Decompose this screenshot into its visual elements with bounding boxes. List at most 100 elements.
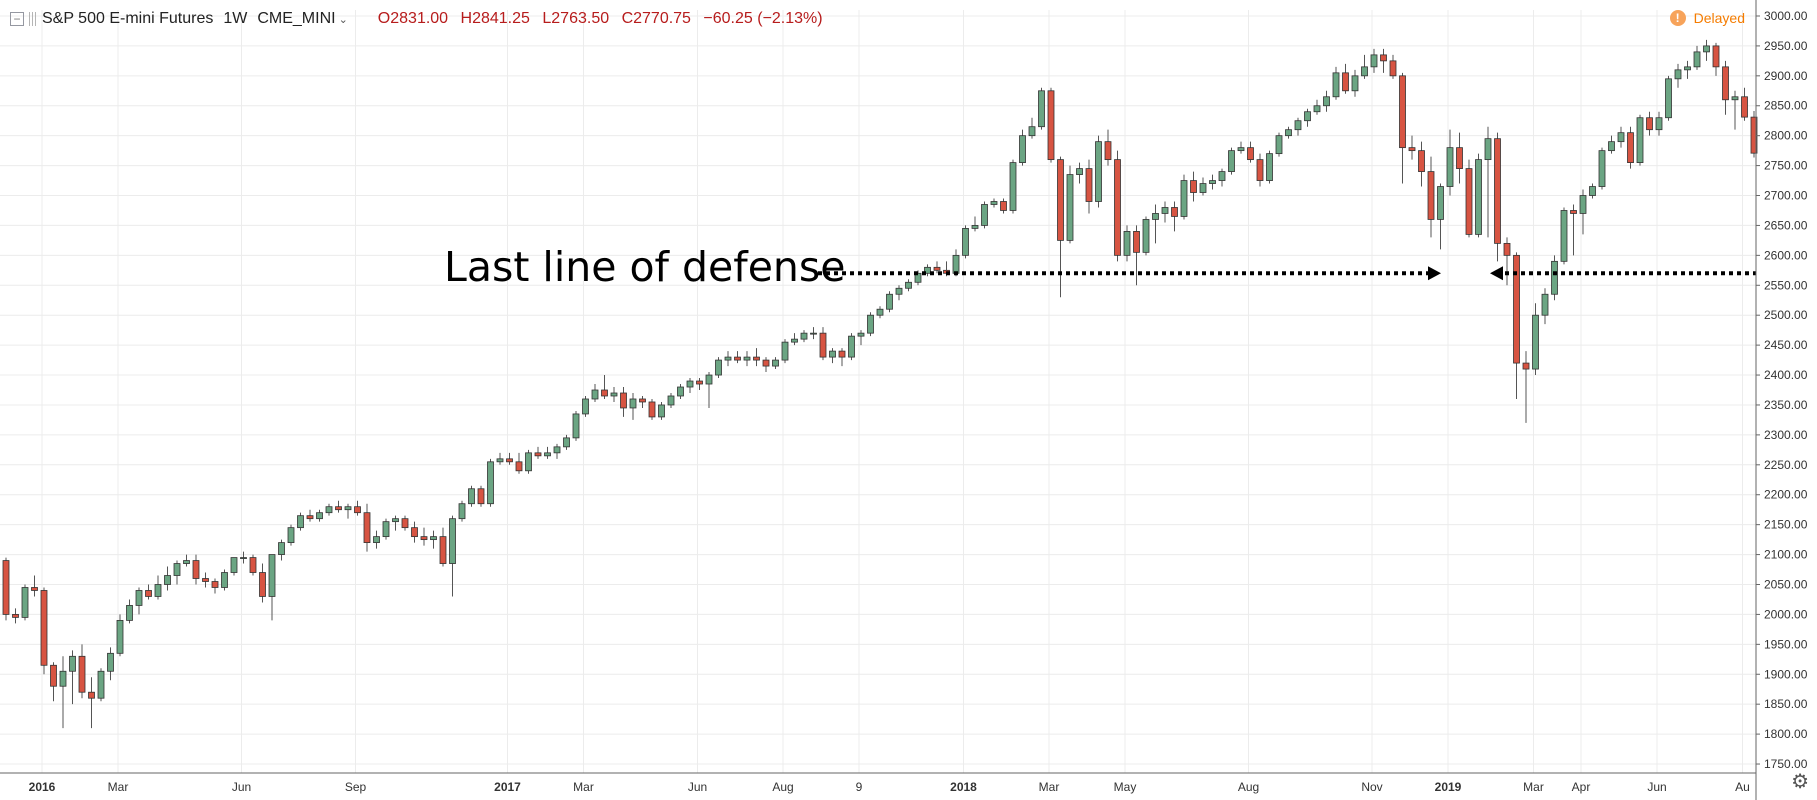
candle-body [867,314,874,334]
candle [1475,153,1482,238]
candle [1380,48,1387,73]
candle-body [1389,60,1397,77]
candle [800,330,808,343]
candle-body [1456,147,1463,169]
candle [1190,171,1197,202]
candle [838,348,846,367]
candle-body [240,557,247,559]
candle [1532,303,1539,376]
gear-icon[interactable]: ⚙ [1791,771,1809,793]
symbol-name[interactable]: S&P 500 E-mini Futures [42,10,214,27]
price-axis-labels[interactable]: 1750.00 1800.00 1850.00 1900.00 1950.00 2000.… [1756,9,1808,771]
candle [1560,207,1568,265]
interval-label[interactable]: 1W [223,10,248,27]
candle-body [1731,96,1739,101]
candle [629,392,637,420]
candle [658,401,665,420]
time-tick-label: May [1114,780,1137,794]
candle-body [667,395,675,406]
candle [734,351,741,364]
price-tick-label: 2250.00 [1764,458,1808,472]
candle-body [1380,54,1387,62]
candle [1513,252,1520,399]
change-value: −60.25 (−2.13%) [703,10,823,27]
high-value: H2841.25 [460,10,530,27]
candle-body [88,691,95,699]
candle-body [591,389,599,400]
candle [1665,75,1672,121]
candle [1332,66,1340,100]
candle-body [1351,75,1359,92]
candle-body [819,332,827,358]
candle [677,384,684,399]
candle-body [202,578,209,582]
candle [1019,129,1026,166]
candle-body [629,398,637,409]
candle-body [610,392,618,397]
delayed-indicator[interactable]: ! Delayed [1669,10,1745,26]
candle-body [1095,141,1102,202]
candle-body [724,356,732,361]
candle [88,677,95,729]
price-tick-label: 2500.00 [1764,308,1808,322]
candle-body [249,557,257,573]
candle-body [658,404,665,418]
candle [696,378,703,391]
candle [135,587,143,615]
chevron-down-icon[interactable]: ⌄ [338,13,348,26]
candle-body [686,380,694,388]
collapse-icon[interactable]: − [10,12,24,26]
candle [477,485,485,507]
candle [582,395,589,417]
candle-body [762,359,770,367]
candle [1095,135,1102,208]
candle [715,357,722,379]
candle [895,285,903,301]
candle-body [1646,117,1653,131]
candle [1655,111,1663,136]
candle [525,449,532,474]
price-tick-label: 2950.00 [1764,39,1808,53]
candle-body [648,401,656,418]
candle-body [553,446,561,454]
candle-body [895,287,903,295]
candle [211,578,219,594]
candle-body [1209,180,1216,184]
time-tick-label: Jun [232,780,251,794]
candle-body [411,527,418,538]
candle-body [829,350,836,358]
candle [924,264,931,277]
drag-handle-icon[interactable] [29,12,36,26]
candle-body [126,605,133,621]
exchange-label[interactable]: CME_MINI [257,10,336,27]
candle-body [1617,132,1625,143]
candle-body [449,518,456,564]
candle [59,656,67,729]
candle-body [857,332,865,337]
candle-body [1123,231,1131,256]
price-tick-label: 1900.00 [1764,667,1808,681]
candlestick-series [2,39,1758,729]
candle-body [534,452,542,457]
candle [1228,147,1235,175]
time-tick-label: 2018 [950,780,977,794]
candle-body [21,587,29,618]
candle-body [1323,96,1330,107]
price-tick-label: 2300.00 [1764,428,1808,442]
chart-grid [0,10,1756,773]
candle [544,446,551,459]
candle [430,530,437,549]
price-tick-label: 2400.00 [1764,368,1808,382]
candle [857,330,865,346]
candle [848,333,855,361]
time-tick-label: Au [1735,780,1750,794]
candle-body [116,620,124,654]
candle [1627,126,1634,169]
candle [40,587,48,675]
candle [1361,54,1368,79]
candle [933,261,941,274]
candle-body [1693,51,1701,68]
candle-body [59,670,67,687]
time-axis-labels[interactable]: 2016 Mar Jun Sep 2017 Mar Jun Aug 9 2018 Mar May Aug… [29,780,1750,794]
